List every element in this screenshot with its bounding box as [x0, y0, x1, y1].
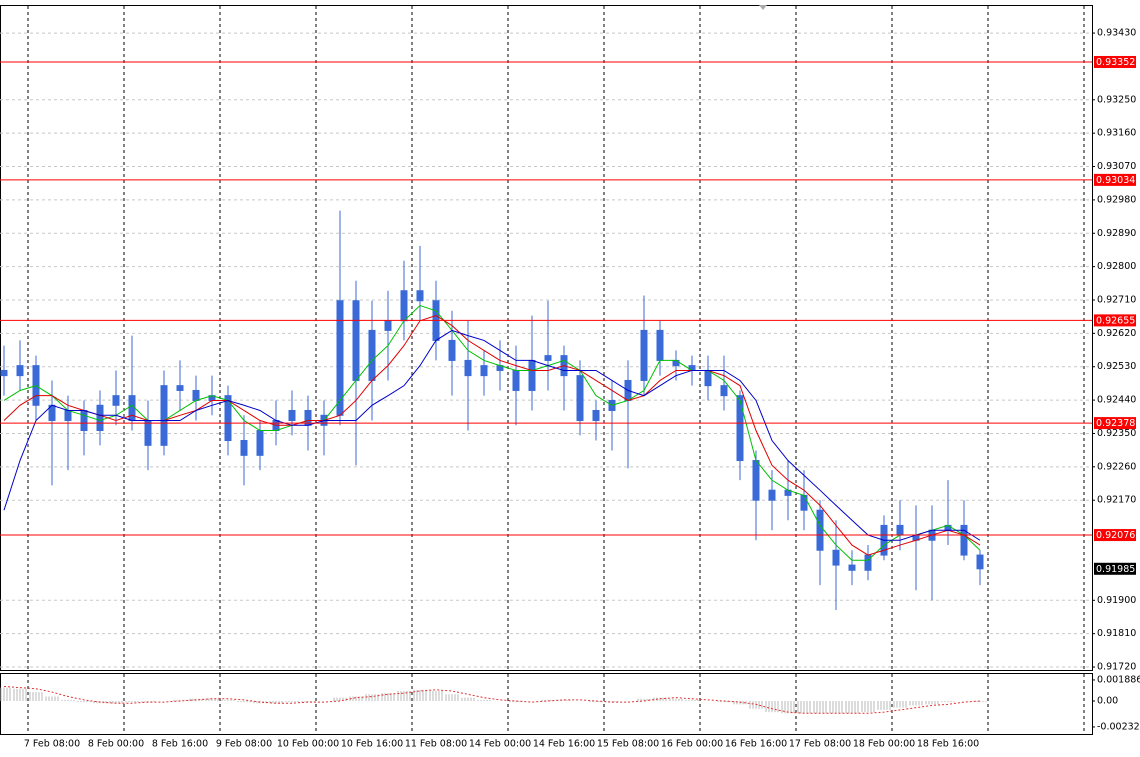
candle-body: [896, 524, 904, 536]
y-tick-label: 0.93250: [1097, 94, 1136, 105]
candle-body: [800, 494, 808, 511]
signal-line: [3, 685, 981, 714]
x-tick-label: 15 Feb 08:00: [597, 739, 659, 750]
price-label-box: [1094, 562, 1136, 575]
candle-body: [416, 290, 424, 302]
candle-body: [544, 355, 552, 361]
candle-body: [144, 419, 152, 446]
candle-body: [528, 359, 536, 391]
candle-body: [704, 369, 712, 387]
level-label: 0.92076: [1096, 530, 1135, 541]
y-tick-label: 0.001886: [1097, 674, 1140, 685]
y-tick-label: 0.93430: [1097, 28, 1136, 39]
y-tick-label: 0.92980: [1097, 194, 1136, 205]
candle-body: [240, 440, 248, 456]
shift-marker: [759, 5, 767, 10]
y-tick-label: 0.92800: [1097, 261, 1136, 272]
candle-body: [352, 300, 360, 381]
x-tick-label: 10 Feb 16:00: [341, 739, 403, 750]
x-tick-label: 16 Feb 16:00: [725, 739, 787, 750]
y-tick-label: 0.91810: [1097, 628, 1136, 639]
candle-body: [864, 554, 872, 571]
level-label: 0.93034: [1096, 175, 1135, 186]
candle-body: [736, 395, 744, 462]
candle-body: [464, 359, 472, 377]
candle-body: [80, 409, 88, 432]
candle-body: [400, 290, 408, 322]
level-label-box: [1094, 529, 1136, 542]
candle-body: [368, 329, 376, 381]
x-tick-label: 8 Feb 16:00: [152, 739, 208, 750]
level-label-box: [1094, 417, 1136, 430]
x-tick-label: 16 Feb 00:00: [661, 739, 723, 750]
candle-body: [128, 395, 136, 421]
candle-body: [192, 389, 200, 401]
x-tick-label: 18 Feb 00:00: [853, 739, 915, 750]
y-tick-label: 0.92170: [1097, 495, 1136, 506]
candle-body: [96, 404, 104, 432]
x-tick-label: 8 Feb 00:00: [88, 739, 144, 750]
candle-body: [16, 365, 24, 377]
y-tick-label: 0.93160: [1097, 128, 1136, 139]
x-tick-label: 10 Feb 00:00: [277, 739, 339, 750]
moving-average: [3, 304, 981, 561]
y-tick-label: 0.91900: [1097, 595, 1136, 606]
candle-body: [656, 329, 664, 361]
x-tick-label: 14 Feb 00:00: [469, 739, 531, 750]
level-label-box: [1094, 314, 1136, 327]
y-tick-label: 0.92890: [1097, 228, 1136, 239]
candle-body: [512, 369, 520, 391]
y-tick-label: 0.92710: [1097, 294, 1136, 305]
candle-body: [640, 329, 648, 381]
y-tick-label: 0.93070: [1097, 161, 1136, 172]
y-tick-label: 0.91720: [1097, 662, 1136, 673]
candle-body: [0, 369, 8, 377]
candle-body: [64, 409, 72, 421]
y-tick-label: 0.92440: [1097, 395, 1136, 406]
candle-body: [688, 365, 696, 371]
candle-body: [448, 339, 456, 361]
candle-body: [832, 549, 840, 566]
x-tick-label: 7 Feb 08:00: [24, 739, 80, 750]
candle-body: [592, 409, 600, 421]
current-price-label: 0.91985: [1096, 564, 1135, 575]
x-tick-label: 18 Feb 16:00: [917, 739, 979, 750]
x-tick-label: 14 Feb 16:00: [533, 739, 595, 750]
candle-body: [720, 385, 728, 397]
candle-body: [224, 395, 232, 442]
candle-body: [816, 509, 824, 551]
level-label: 0.92655: [1096, 315, 1135, 326]
candle-body: [256, 430, 264, 456]
main-panel: [0, 5, 1093, 671]
x-tick-label: 9 Feb 08:00: [216, 739, 272, 750]
x-tick-label: 17 Feb 08:00: [789, 739, 851, 750]
candle-body: [848, 564, 856, 571]
level-label-box: [1094, 173, 1136, 186]
candle-body: [288, 409, 296, 421]
y-tick-label: -0.002328: [1097, 721, 1140, 732]
moving-average: [3, 329, 981, 541]
y-tick-label: 0.92350: [1097, 428, 1136, 439]
level-label: 0.93352: [1096, 57, 1135, 68]
candle-body: [768, 489, 776, 501]
candle-body: [384, 320, 392, 331]
candle-body: [576, 375, 584, 421]
level-label-box: [1094, 55, 1136, 68]
x-tick-label: 11 Feb 08:00: [405, 739, 467, 750]
candle-body: [112, 395, 120, 406]
y-tick-label: 0.92530: [1097, 361, 1136, 372]
candle-body: [976, 554, 984, 570]
candle-body: [480, 365, 488, 377]
candle-body: [176, 385, 184, 391]
candle-body: [960, 524, 968, 556]
candle-body: [160, 385, 168, 446]
y-tick-label: 0.00: [1097, 695, 1118, 706]
y-tick-label: 0.92620: [1097, 328, 1136, 339]
candle-body: [752, 460, 760, 501]
y-tick-label: 0.92260: [1097, 461, 1136, 472]
level-label: 0.92378: [1096, 418, 1135, 429]
moving-average: [3, 315, 981, 556]
